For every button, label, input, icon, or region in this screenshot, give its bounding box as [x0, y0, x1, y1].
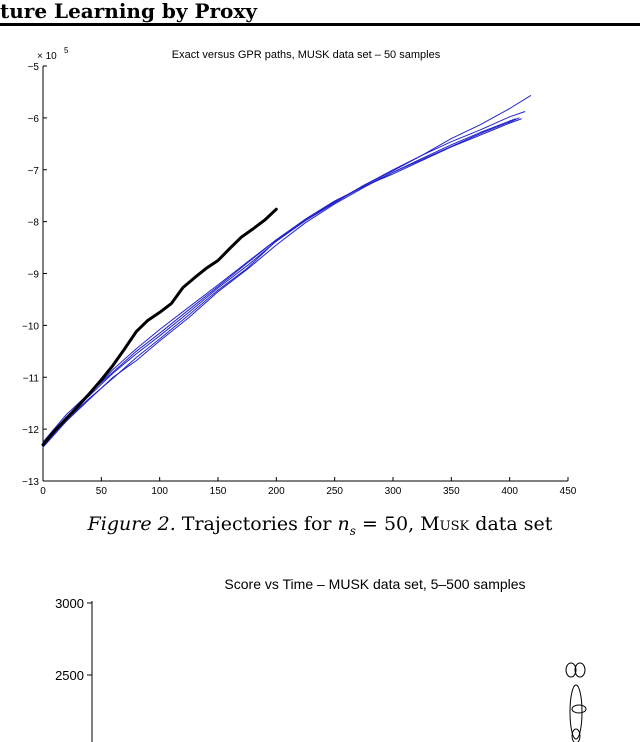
trajectories-chart: Exact versus GPR paths, MUSK data set – … [22, 46, 577, 497]
chart1-gpr-path [42, 118, 516, 448]
caption-dataset: Musk [420, 513, 470, 535]
chart1-series [41, 95, 532, 448]
chart1-x-tick-label: 400 [501, 486, 518, 497]
chart1-gpr-path [42, 117, 520, 443]
chart1-x-tick-label: 100 [151, 486, 168, 497]
chart1-exact-path [41, 207, 278, 447]
chart2-title: Score vs Time – MUSK data set, 5–500 sam… [224, 576, 525, 592]
chart1-y-tick-label: −11 [23, 373, 40, 384]
chart1-y-scale: × 10 5 [37, 46, 69, 62]
chart1-title: Exact versus GPR paths, MUSK data set – … [172, 49, 441, 61]
figure-2-caption: Figure 2. Trajectories for ns = 50, Musk… [0, 513, 640, 538]
chart2-y-tick-label: 3000 [55, 596, 84, 611]
caption-var-sub: s [349, 523, 356, 538]
chart1-y-scale-label: × 10 [37, 51, 57, 62]
chart1-y-tick-label: −9 [28, 270, 40, 281]
chart2-marker [569, 684, 583, 740]
chart1-gpr-path [42, 118, 522, 446]
caption-label: Figure 2. [87, 513, 176, 535]
caption-var-n: n [337, 513, 350, 535]
chart2-axes: 3000 2500 [55, 596, 93, 742]
chart1-y-tick-label: −6 [28, 114, 40, 125]
header-rule [0, 23, 640, 26]
caption-eq: = 50, [361, 513, 415, 535]
chart1-x-tick-label: 200 [268, 486, 285, 497]
chart2-marker [571, 704, 587, 714]
chart1-y-tick-label: −12 [22, 425, 39, 436]
chart2-marker [574, 662, 586, 678]
chart1-gpr-path [42, 111, 526, 445]
chart1-y-tick-label: −10 [22, 321, 39, 332]
chart1-x-tick-label: 50 [96, 486, 108, 497]
chart2-marker [565, 662, 577, 678]
chart1-x-tick-label: 450 [560, 486, 577, 497]
chart1-x-tick-label: 150 [210, 486, 227, 497]
caption-var: ns [337, 513, 356, 538]
chart1-y-tick-label: −13 [22, 477, 39, 488]
chart2-y-tick-label: 2500 [55, 668, 84, 683]
caption-prefix: Trajectories for [181, 513, 332, 535]
running-header: ture Learning by Proxy [0, 0, 640, 26]
chart1-y-scale-exponent: 5 [64, 46, 69, 55]
chart1-x-tick-label: 0 [40, 486, 46, 497]
chart1-x-tick-label: 350 [443, 486, 460, 497]
chart1-y-tick-label: −8 [28, 218, 40, 229]
chart1-x-tick-label: 300 [385, 486, 402, 497]
chart1-axes: 0 50 100 150 200 250 300 350 400 450 −5 −6 −7 −8 −9 −10… [22, 62, 577, 497]
chart2-marker [571, 728, 581, 742]
chart1-x-tick-label: 250 [326, 486, 343, 497]
chart1-y-tick-label: −5 [28, 62, 40, 73]
running-title: ture Learning by Proxy [0, 0, 257, 23]
chart1-gpr-path [42, 95, 532, 447]
chart2-markers [565, 662, 587, 742]
caption-suffix: data set [475, 513, 553, 535]
chart1-y-tick-label: −7 [28, 166, 40, 177]
